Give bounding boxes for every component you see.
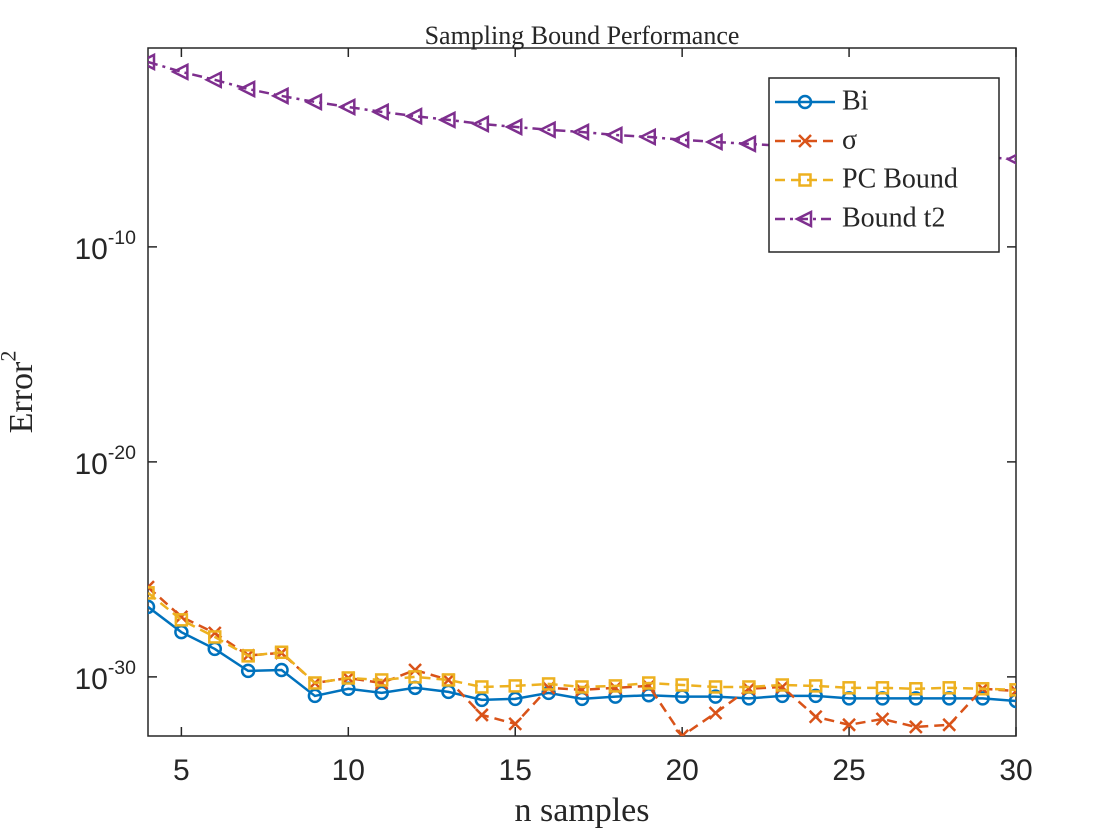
marker — [170, 62, 189, 81]
marker — [274, 645, 289, 659]
x-tick-label: 20 — [665, 754, 698, 787]
x-tick-label: 5 — [173, 754, 190, 787]
marker — [798, 173, 812, 187]
marker — [909, 682, 923, 696]
marker — [975, 682, 990, 696]
marker — [370, 102, 389, 121]
marker — [708, 706, 723, 720]
y-tick-label: 10-30 — [74, 657, 136, 696]
marker — [504, 117, 523, 136]
marker — [270, 86, 289, 105]
y-tick-label: 10-20 — [74, 442, 136, 481]
marker — [797, 94, 813, 110]
legend-label: PC Bound — [842, 163, 958, 194]
marker — [307, 688, 323, 704]
marker — [575, 680, 589, 694]
y-tick-label: 10-10 — [74, 227, 136, 266]
marker — [508, 717, 523, 731]
marker — [738, 134, 757, 153]
marker — [437, 110, 456, 129]
chart-title: Sampling Bound Performance — [425, 21, 740, 50]
x-axis-label: n samples — [514, 792, 649, 829]
marker — [604, 125, 623, 145]
marker — [794, 209, 813, 229]
marker — [304, 92, 323, 111]
series-line — [148, 591, 1016, 692]
marker — [642, 676, 656, 690]
marker — [174, 613, 189, 627]
marker — [475, 680, 489, 694]
marker — [241, 649, 255, 663]
marker — [408, 670, 422, 684]
marker — [942, 717, 957, 732]
marker — [742, 680, 756, 694]
marker — [148, 586, 155, 600]
marker — [240, 663, 256, 679]
marker — [942, 681, 956, 695]
legend-label: Bi — [842, 85, 869, 116]
y-axis-label: Error2 — [0, 351, 40, 434]
marker — [708, 680, 723, 694]
marker — [1005, 153, 1016, 165]
marker — [875, 681, 890, 695]
marker — [571, 122, 590, 142]
marker — [808, 688, 823, 704]
marker — [537, 120, 556, 139]
x-tick-label: 10 — [332, 754, 365, 787]
x-tick-label: 30 — [999, 754, 1032, 787]
marker — [441, 673, 456, 687]
marker — [1009, 683, 1016, 697]
marker — [708, 689, 723, 704]
x-tick-label: 25 — [832, 754, 865, 787]
marker — [337, 98, 356, 117]
marker — [842, 681, 856, 695]
marker — [975, 691, 990, 706]
marker — [808, 679, 823, 693]
marker — [308, 676, 322, 690]
marker — [374, 685, 389, 701]
marker — [675, 729, 690, 736]
marker — [675, 678, 689, 692]
legend: Bi σ PC Bound Bound t2 — [768, 77, 1000, 253]
marker — [207, 626, 222, 640]
marker — [148, 580, 155, 594]
plot-frame — [147, 47, 1017, 737]
marker — [341, 671, 356, 685]
marker — [842, 717, 856, 732]
marker — [541, 677, 556, 691]
marker — [408, 663, 422, 677]
marker — [404, 107, 423, 126]
marker — [148, 599, 156, 615]
marker — [775, 678, 790, 692]
marker — [875, 712, 890, 726]
marker — [274, 662, 289, 678]
marker — [641, 679, 656, 693]
marker — [704, 132, 723, 151]
marker — [637, 127, 657, 146]
marker — [507, 691, 523, 707]
marker — [908, 720, 923, 734]
marker — [174, 609, 189, 624]
series-line — [148, 605, 1016, 703]
marker — [203, 70, 223, 89]
marker — [1008, 693, 1016, 709]
marker — [237, 79, 256, 99]
legend-label: σ — [842, 124, 857, 155]
marker — [671, 130, 690, 149]
marker — [508, 679, 522, 693]
marker — [148, 52, 156, 71]
x-tick-label: 15 — [499, 754, 532, 787]
legend-label: Bound t2 — [842, 202, 945, 233]
marker — [474, 692, 490, 708]
marker — [798, 134, 812, 148]
marker — [471, 114, 490, 134]
marker — [608, 679, 623, 693]
marker — [208, 630, 222, 644]
marker — [908, 691, 924, 706]
marker — [441, 673, 456, 687]
marker — [374, 673, 389, 687]
marker — [474, 708, 489, 722]
marker — [808, 709, 823, 724]
